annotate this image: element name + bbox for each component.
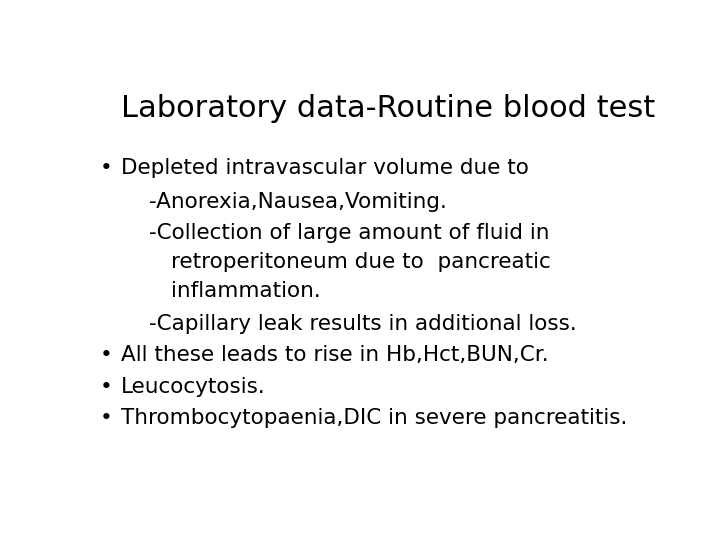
Text: All these leads to rise in Hb,Hct,BUN,Cr.: All these leads to rise in Hb,Hct,BUN,Cr… [121,346,549,366]
Text: -Anorexia,Nausea,Vomiting.: -Anorexia,Nausea,Vomiting. [148,192,446,212]
Text: •: • [99,346,112,366]
Text: retroperitoneum due to  pancreatic: retroperitoneum due to pancreatic [171,252,551,272]
Text: -Capillary leak results in additional loss.: -Capillary leak results in additional lo… [148,314,576,334]
Text: Depleted intravascular volume due to: Depleted intravascular volume due to [121,158,528,178]
Text: •: • [99,408,112,428]
Text: Thrombocytopaenia,DIC in severe pancreatitis.: Thrombocytopaenia,DIC in severe pancreat… [121,408,627,428]
Text: •: • [99,158,112,178]
Text: inflammation.: inflammation. [171,281,320,301]
Text: -Collection of large amount of fluid in: -Collection of large amount of fluid in [148,223,549,243]
Text: Laboratory data-Routine blood test: Laboratory data-Routine blood test [121,94,655,123]
Text: Leucocytosis.: Leucocytosis. [121,377,266,397]
Text: •: • [99,377,112,397]
